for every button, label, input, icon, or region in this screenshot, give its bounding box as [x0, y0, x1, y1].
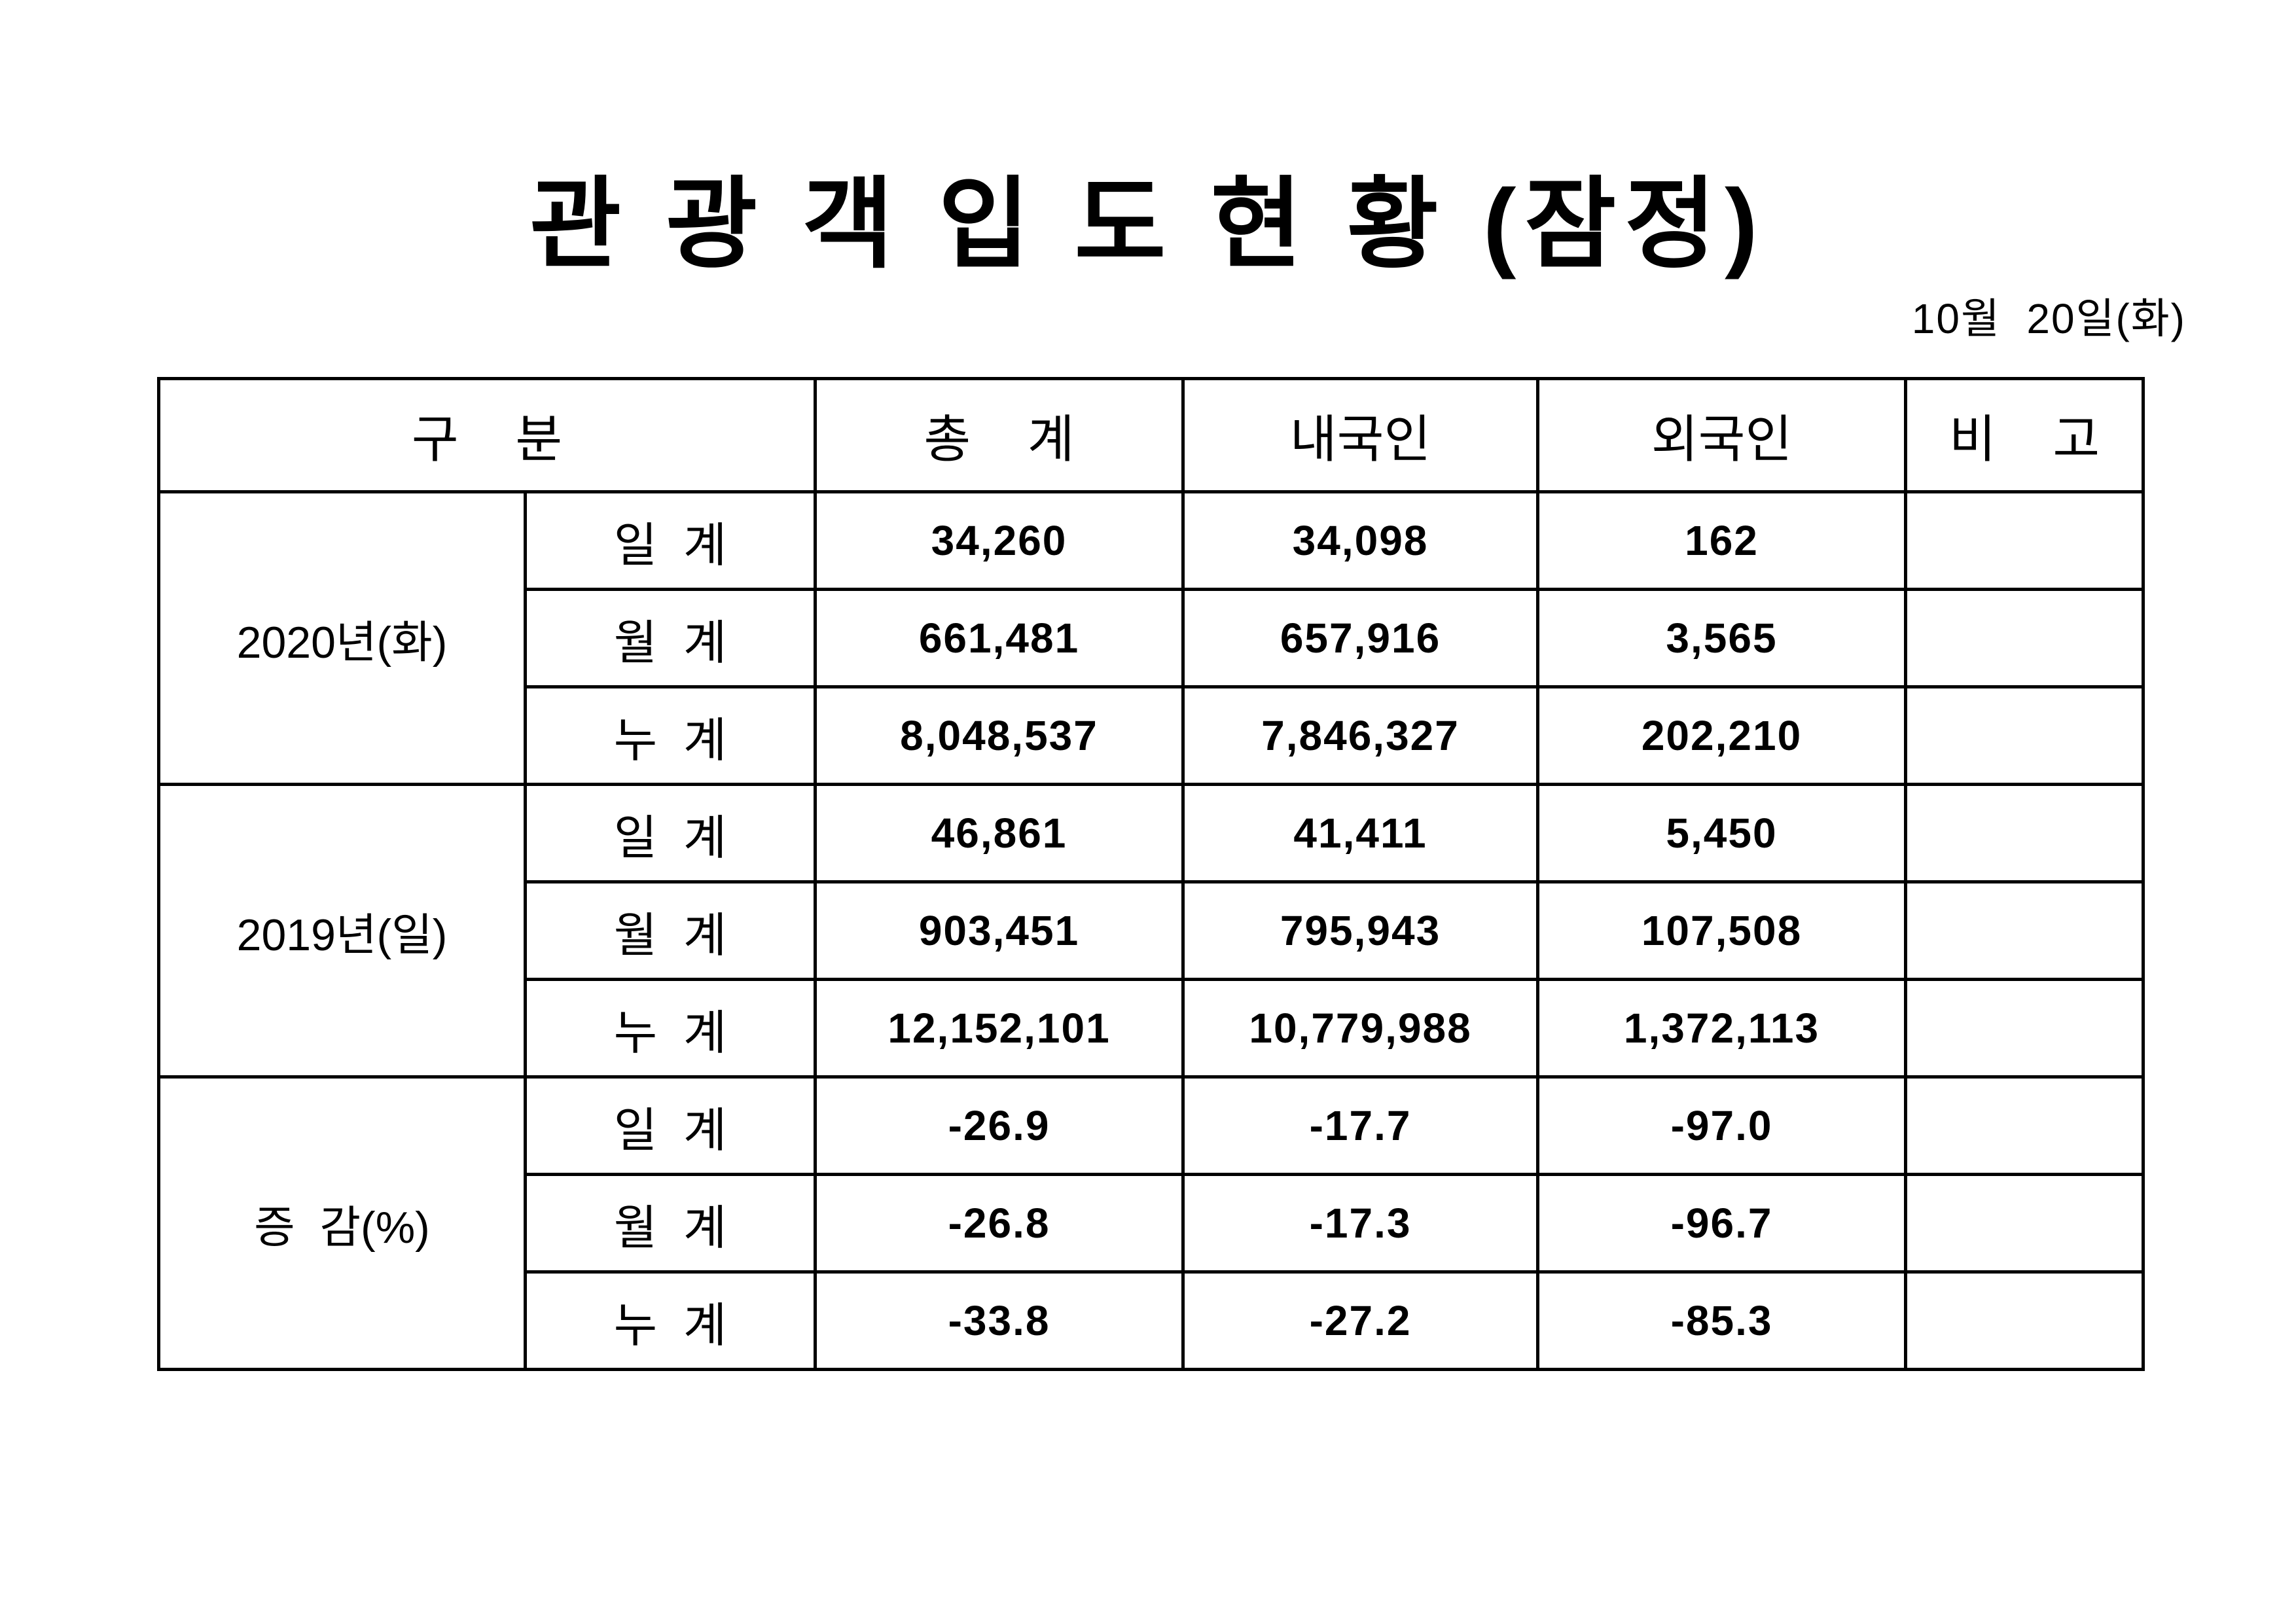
sub-label: 월 계 [524, 588, 817, 688]
remark-cell [1904, 685, 2145, 786]
year-label-2019: 2019년(일) [157, 783, 527, 1079]
value-total: -26.8 [814, 1173, 1185, 1274]
value-domestic: 657,916 [1181, 588, 1539, 688]
remark-cell [1904, 1270, 2145, 1371]
value-foreign: -96.7 [1536, 1173, 1907, 1274]
table-row: 누 계 -33.8 -27.2 -85.3 [159, 1270, 2145, 1371]
value-total: 12,152,101 [814, 978, 1185, 1079]
value-foreign: 202,210 [1536, 685, 1907, 786]
year-label-2020: 2020년(화) [157, 490, 527, 786]
remark-cell [1904, 588, 2145, 688]
remark-cell [1904, 783, 2145, 883]
sub-label: 월 계 [524, 880, 817, 981]
value-domestic: 7,846,327 [1181, 685, 1539, 786]
table-row: 누 계 12,152,101 10,779,988 1,372,113 [159, 978, 2145, 1079]
value-total: 661,481 [814, 588, 1185, 688]
value-total: 34,260 [814, 490, 1185, 591]
remark-cell [1904, 1173, 2145, 1274]
col-header-total: 총 계 [814, 377, 1185, 493]
value-foreign: 1,372,113 [1536, 978, 1907, 1079]
remark-cell [1904, 880, 2145, 981]
table-row: 월 계 903,451 795,943 107,508 [159, 880, 2145, 981]
sub-label: 일 계 [524, 1075, 817, 1176]
col-header-foreign: 외국인 [1536, 377, 1907, 493]
value-foreign: -97.0 [1536, 1075, 1907, 1176]
value-foreign: 5,450 [1536, 783, 1907, 883]
remark-cell [1904, 978, 2145, 1079]
table-row: 월 계 -26.8 -17.3 -96.7 [159, 1173, 2145, 1274]
value-domestic: -17.3 [1181, 1173, 1539, 1274]
value-domestic: -17.7 [1181, 1075, 1539, 1176]
sub-label: 누 계 [524, 978, 817, 1079]
header-row: 구 분 총 계 내국인 외국인 비 고 [157, 377, 2145, 493]
value-total: 903,451 [814, 880, 1185, 981]
value-total: 8,048,537 [814, 685, 1185, 786]
sub-label: 일 계 [524, 490, 817, 591]
table-row: 2020년(화) 일 계 34,260 34,098 162 [157, 490, 2145, 786]
value-domestic: -27.2 [1181, 1270, 1539, 1371]
change-percent-label: 증 감(%) [157, 1075, 527, 1371]
report-date: 10월 20일(화) [1911, 295, 2186, 342]
value-total: -33.8 [814, 1270, 1185, 1371]
value-domestic: 10,779,988 [1181, 978, 1539, 1079]
remark-cell [1904, 1075, 2145, 1176]
value-foreign: 3,565 [1536, 588, 1907, 688]
value-total: -26.9 [814, 1075, 1185, 1176]
table-row: 2019년(일) 일 계 46,861 41,411 5,450 [157, 783, 2145, 1079]
sub-label: 누 계 [524, 685, 817, 786]
tourist-arrivals-table: 구 분 총 계 내국인 외국인 비 고 2020년(화) 일 계 34,260 … [157, 377, 2145, 1371]
page-title: 관 광 객 입 도 현 황 (잠정) [529, 169, 1767, 280]
value-foreign: 162 [1536, 490, 1907, 591]
col-header-domestic: 내국인 [1181, 377, 1539, 493]
value-domestic: 34,098 [1181, 490, 1539, 591]
value-domestic: 795,943 [1181, 880, 1539, 981]
table-row: 증 감(%) 일 계 -26.9 -17.7 -97.0 [157, 1075, 2145, 1371]
value-foreign: -85.3 [1536, 1270, 1907, 1371]
value-total: 46,861 [814, 783, 1185, 883]
sub-label: 누 계 [524, 1270, 817, 1371]
value-domestic: 41,411 [1181, 783, 1539, 883]
value-foreign: 107,508 [1536, 880, 1907, 981]
remark-cell [1904, 490, 2145, 591]
col-header-category: 구 분 [157, 377, 817, 493]
sub-label: 일 계 [524, 783, 817, 883]
col-header-remarks: 비 고 [1904, 377, 2145, 493]
table-row: 누 계 8,048,537 7,846,327 202,210 [159, 685, 2145, 786]
table-row: 월 계 661,481 657,916 3,565 [159, 588, 2145, 688]
sub-label: 월 계 [524, 1173, 817, 1274]
